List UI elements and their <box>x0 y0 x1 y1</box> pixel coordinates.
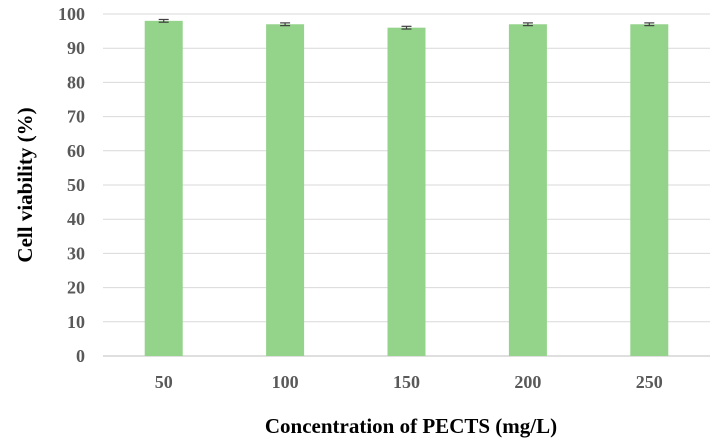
x-axis-tick-labels: 50 100 150 200 250 <box>155 372 663 392</box>
x-tick-label-100: 100 <box>272 372 299 392</box>
error-bar-250 <box>644 22 655 27</box>
bar-250 <box>630 24 669 356</box>
y-tick-label-90: 90 <box>67 38 85 58</box>
bars <box>144 20 669 357</box>
y-axis-tick-labels: 0 10 20 30 40 50 60 70 80 90 100 <box>58 4 85 366</box>
error-bar-100 <box>280 22 291 27</box>
y-tick-label-100: 100 <box>58 4 85 24</box>
error-bar-200 <box>522 22 533 27</box>
bar-50 <box>144 20 183 357</box>
bar-100 <box>266 24 305 356</box>
y-tick-label-20: 20 <box>67 278 85 298</box>
y-tick-label-70: 70 <box>67 107 85 127</box>
x-tick-label-250: 250 <box>636 372 663 392</box>
y-axis-title: Cell viability (%) <box>13 107 37 262</box>
x-tick-label-50: 50 <box>155 372 173 392</box>
y-tick-label-40: 40 <box>67 209 85 229</box>
bar-150 <box>387 27 426 357</box>
y-tick-label-30: 30 <box>67 243 85 263</box>
y-tick-label-10: 10 <box>67 312 85 332</box>
x-axis-title: Concentration of PECTS (mg/L) <box>265 414 557 438</box>
y-tick-label-0: 0 <box>76 346 85 366</box>
x-tick-label-150: 150 <box>393 372 420 392</box>
x-tick-label-200: 200 <box>514 372 541 392</box>
error-bar-150 <box>401 25 412 30</box>
y-tick-label-80: 80 <box>67 72 85 92</box>
y-tick-label-60: 60 <box>67 141 85 161</box>
error-bar-50 <box>158 18 169 23</box>
y-tick-label-50: 50 <box>67 175 85 195</box>
bar-200 <box>508 24 547 356</box>
error-bars <box>158 18 655 30</box>
